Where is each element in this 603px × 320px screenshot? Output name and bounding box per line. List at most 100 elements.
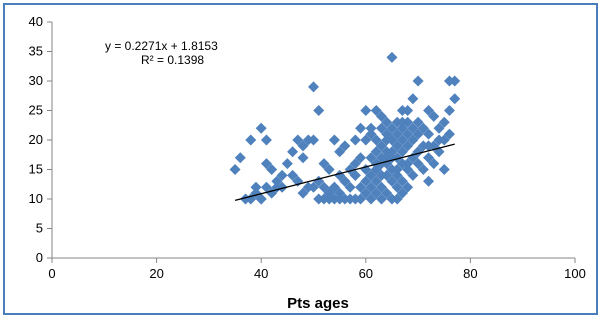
data-point: [396, 187, 408, 199]
data-point: [375, 122, 387, 134]
data-point: [308, 134, 319, 146]
chart-frame: 0 5 10 15 20 25 30 35 40 0 20 40 60 80 100 y = 0.2271x…: [3, 3, 598, 315]
data-point: [370, 187, 382, 199]
data-point: [391, 169, 403, 181]
data-point: [355, 152, 367, 164]
x-axis-label: Pts ages: [287, 295, 349, 312]
data-point: [349, 158, 361, 170]
data-point: [449, 75, 461, 87]
data-point: [365, 169, 377, 181]
data-point: [391, 181, 403, 193]
data-point: [328, 181, 340, 193]
data-point: [396, 134, 408, 146]
data-point: [344, 181, 356, 193]
data-point: [381, 128, 393, 140]
data-point: [360, 105, 372, 116]
data-point: [365, 128, 377, 140]
data-point: [375, 140, 387, 152]
data-point: [438, 164, 450, 175]
data-point: [276, 181, 288, 193]
data-point: [365, 122, 377, 134]
data-point: [386, 122, 398, 134]
data-point: [396, 116, 408, 128]
data-point: [433, 122, 445, 134]
y-tick-label: 35: [29, 44, 43, 59]
data-point: [396, 146, 408, 158]
data-point: [391, 164, 403, 175]
data-point: [423, 152, 435, 164]
y-tick-label: 40: [29, 14, 43, 29]
data-point: [438, 116, 450, 128]
data-point: [386, 175, 398, 187]
data-point: [370, 146, 382, 158]
data-point: [297, 140, 309, 152]
data-point: [402, 105, 414, 116]
x-tick-label: 80: [463, 266, 477, 281]
data-point: [386, 134, 398, 146]
data-point: [386, 51, 398, 63]
data-point: [412, 128, 424, 140]
data-point: [313, 105, 325, 116]
data-point: [443, 128, 455, 140]
data-point: [402, 181, 414, 193]
x-tick-label: 20: [149, 266, 163, 281]
trendline-group: [234, 143, 455, 202]
data-point: [396, 175, 408, 187]
data-point: [271, 175, 283, 187]
y-tick-label: 0: [36, 250, 43, 265]
y-tick-label: 10: [29, 191, 43, 206]
data-point: [255, 193, 267, 205]
data-point: [433, 134, 445, 146]
data-point: [365, 193, 377, 205]
data-point: [245, 134, 257, 146]
data-point: [276, 169, 288, 181]
data-point: [229, 164, 241, 175]
data-point: [323, 187, 335, 199]
data-point: [370, 175, 382, 187]
data-point: [402, 140, 414, 152]
scatter-chart: 0 5 10 15 20 25 30 35 40 0 20 40 60 80 100 y = 0.2271x…: [29, 14, 586, 312]
data-point: [255, 122, 267, 134]
data-point: [381, 169, 393, 181]
trendline-equation: y = 0.2271x + 1.8153: [105, 39, 218, 53]
data-point: [412, 75, 424, 87]
data-point: [260, 158, 272, 170]
data-point: [287, 169, 299, 181]
data-point: [402, 128, 414, 140]
data-point: [412, 116, 424, 128]
data-point: [292, 134, 304, 146]
data-point: [381, 116, 393, 128]
data-point: [318, 158, 330, 170]
data-point: [297, 187, 309, 199]
data-point: [428, 158, 440, 170]
data-point: [423, 128, 435, 140]
data-point: [287, 146, 299, 158]
data-point: [417, 164, 429, 175]
data-point: [355, 122, 367, 134]
data-point: [334, 187, 346, 199]
data-point: [250, 181, 262, 193]
data-point: [423, 140, 435, 152]
data-point: [443, 105, 455, 116]
x-tick-label: 100: [564, 266, 586, 281]
data-point: [449, 93, 461, 105]
data-point: [308, 181, 319, 193]
data-point: [370, 105, 382, 116]
data-point: [428, 110, 440, 122]
data-point: [260, 134, 272, 146]
x-tick-label: 0: [48, 266, 55, 281]
data-point: [360, 134, 372, 146]
data-point: [339, 175, 351, 187]
data-point: [417, 122, 429, 134]
data-point: [360, 187, 372, 199]
trendline: [234, 143, 455, 202]
data-point: [297, 152, 309, 164]
data-point: [355, 181, 367, 193]
data-point: [339, 140, 351, 152]
y-tick-label: 20: [29, 132, 43, 147]
y-tick-label: 15: [29, 162, 43, 177]
data-point: [370, 164, 382, 175]
data-point: [318, 181, 330, 193]
data-point: [423, 105, 435, 116]
data-point: [365, 181, 377, 193]
